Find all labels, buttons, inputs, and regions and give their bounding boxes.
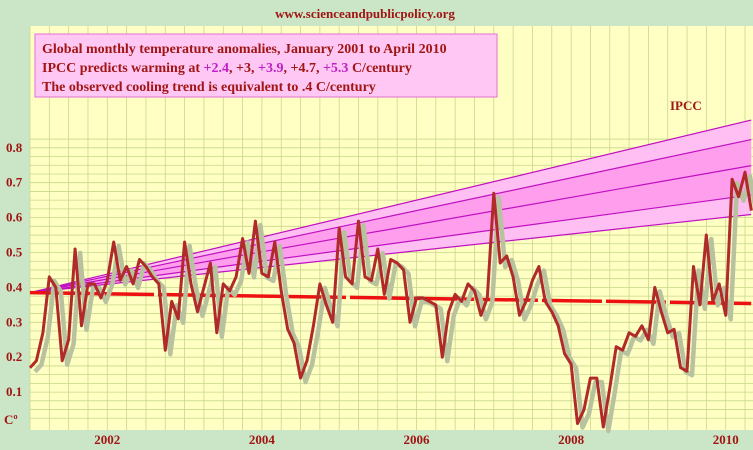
y-tick-label: 0.4 (6, 279, 23, 294)
legend-text-segment: C/century (348, 61, 411, 76)
legend-line-3: The observed cooling trend is equivalent… (42, 80, 376, 95)
legend-box: Global monthly temperature anomalies, Ja… (34, 33, 498, 98)
legend-text-segment: , +3, (229, 61, 258, 76)
x-tick-label: 2004 (249, 432, 276, 447)
legend-rate-highlight: +2.4 (204, 61, 229, 76)
legend-text-segment: The observed cooling trend is equivalent… (42, 80, 376, 95)
ipcc-label: IPCC (670, 98, 702, 113)
y-axis: 0.1 0.2 0.3 0.4 0.5 0.6 0.7 0.8 Cº (4, 140, 23, 427)
y-tick-label: 0.1 (6, 384, 22, 399)
legend-rate-highlight: +3.9 (258, 61, 283, 76)
legend-text-segment: IPCC predicts warming at (42, 61, 204, 76)
x-tick-label: 2006 (404, 432, 431, 447)
y-tick-label: 0.3 (6, 314, 23, 329)
temperature-series-line (28, 170, 753, 429)
x-tick-label: 2010 (713, 432, 739, 447)
y-tick-label: 0.7 (6, 175, 23, 190)
ipcc-projection-line (29, 119, 752, 294)
source-url: www.scienceandpublicpolicy.org (275, 6, 455, 21)
legend-text-segment: Global monthly temperature anomalies, Ja… (42, 42, 447, 57)
series-group (28, 170, 753, 434)
x-tick-label: 2008 (558, 432, 585, 447)
y-tick-label: 0.2 (6, 349, 22, 364)
x-tick-label: 2002 (94, 432, 120, 447)
x-axis: 2002 2004 2006 2008 2010 (94, 432, 738, 447)
legend-text-segment: , +4.7, (283, 61, 322, 76)
legend-line-1: Global monthly temperature anomalies, Ja… (42, 42, 447, 57)
legend-background (34, 33, 498, 98)
y-unit-label: Cº (4, 412, 18, 427)
legend-rate-highlight: +5.3 (323, 61, 348, 76)
y-tick-label: 0.8 (6, 140, 23, 155)
ipcc-projection-line (29, 213, 752, 294)
y-tick-label: 0.6 (6, 210, 23, 225)
legend-line-2: IPCC predicts warming at +2.4, +3, +3.9,… (42, 61, 412, 76)
y-tick-label: 0.5 (6, 245, 23, 260)
ipcc-projection-line (29, 194, 752, 294)
